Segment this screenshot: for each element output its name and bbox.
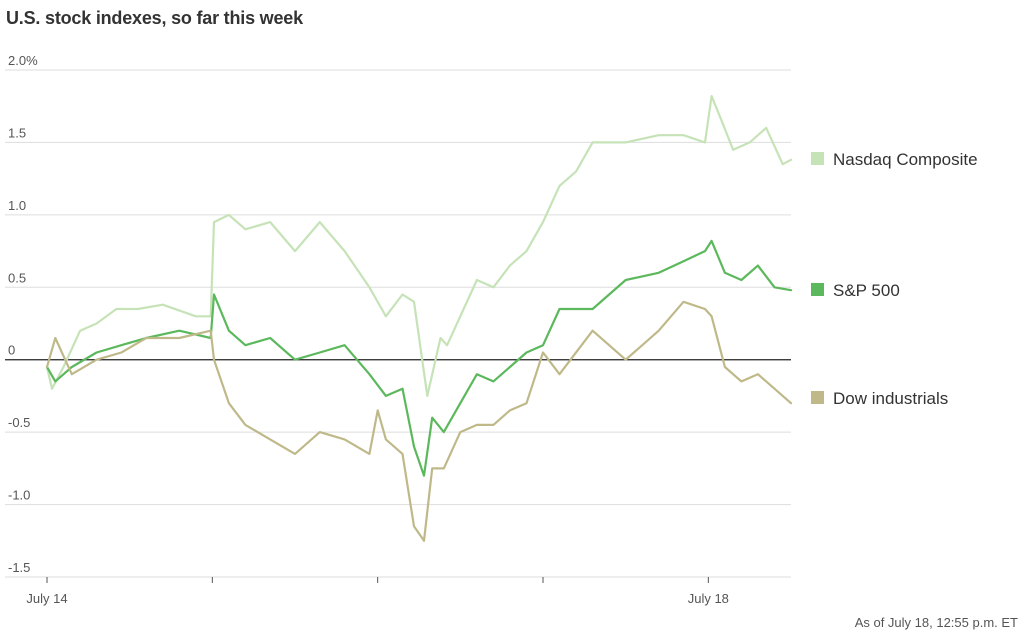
y-tick-label: 1.0 [8, 198, 26, 213]
legend-swatch [811, 152, 824, 165]
y-tick-label: 0 [8, 343, 15, 358]
y-tick-label: 2.0% [8, 53, 38, 68]
x-tick-label: July 14 [26, 591, 67, 606]
legend-label: Dow industrials [833, 389, 948, 408]
series-line [45, 300, 793, 542]
y-tick-label: 1.5 [8, 125, 26, 140]
legend-swatch [811, 283, 824, 296]
y-tick-label: -1.5 [8, 560, 30, 575]
legend-label: Nasdaq Composite [833, 150, 978, 169]
y-tick-label: 0.5 [8, 270, 26, 285]
legend-label: S&P 500 [833, 281, 900, 300]
series-line [45, 94, 793, 397]
y-tick-label: -0.5 [8, 415, 30, 430]
legend-swatch [811, 391, 824, 404]
series-line [45, 239, 793, 477]
footnote: As of July 18, 12:55 p.m. ET [855, 615, 1018, 630]
x-tick-label: July 18 [688, 591, 729, 606]
y-tick-label: -1.0 [8, 488, 30, 503]
chart-title: U.S. stock indexes, so far this week [6, 8, 303, 28]
